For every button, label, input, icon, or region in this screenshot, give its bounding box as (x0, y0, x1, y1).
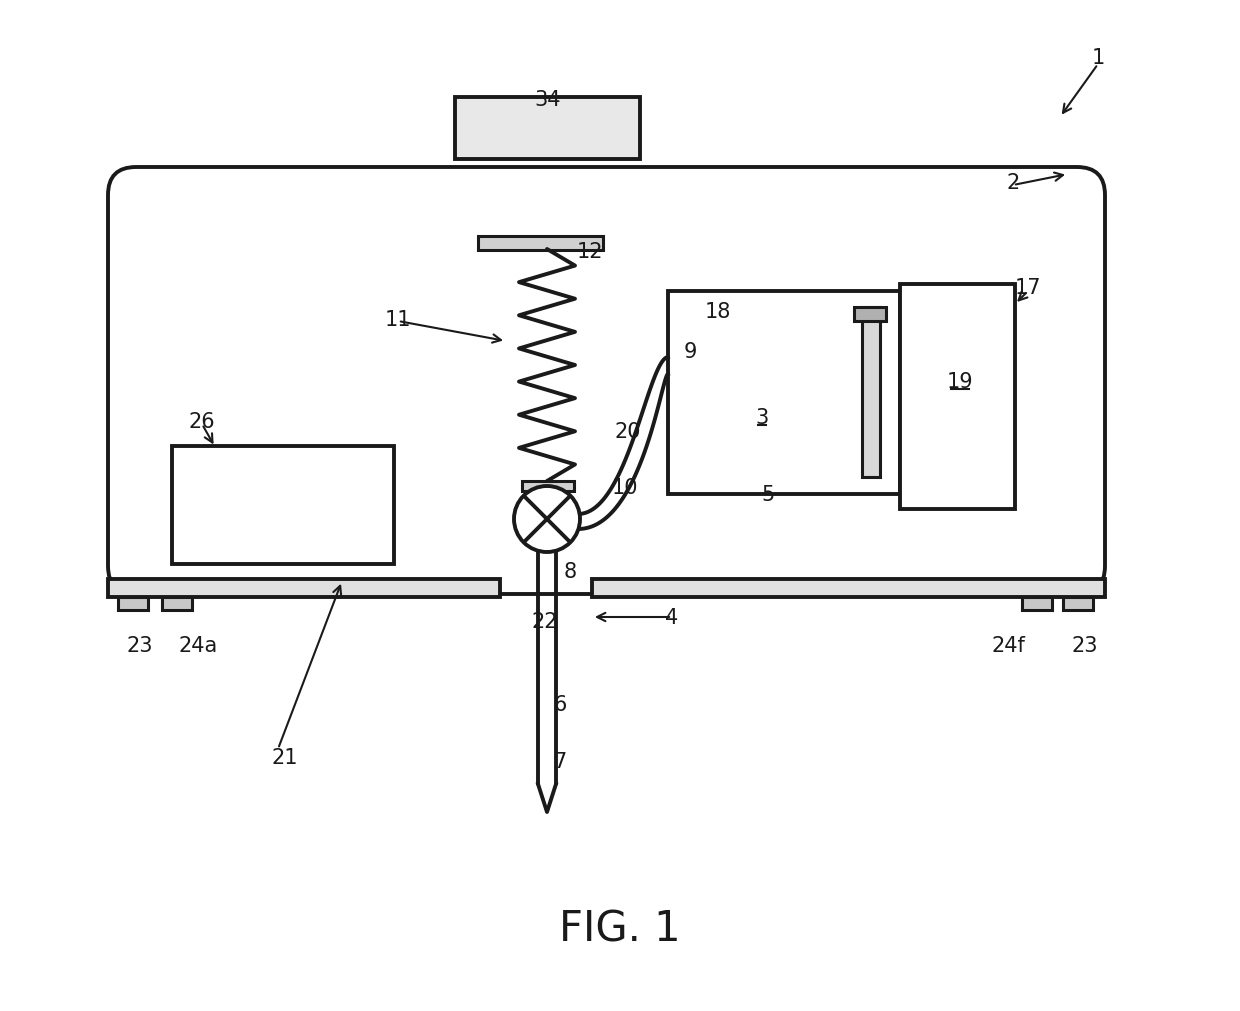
Bar (162, 598, 192, 611)
Text: FIG. 1: FIG. 1 (559, 908, 681, 950)
Bar (862, 307, 880, 477)
Circle shape (515, 486, 580, 552)
Text: 34: 34 (534, 90, 562, 110)
Bar (854, 307, 887, 321)
Text: 26: 26 (188, 411, 216, 432)
Text: 2: 2 (1007, 173, 1019, 193)
Text: 23: 23 (1071, 635, 1099, 655)
Bar (172, 447, 394, 564)
Text: 8: 8 (563, 561, 577, 581)
Text: 5: 5 (761, 484, 775, 504)
Text: 6: 6 (553, 695, 567, 715)
Text: 23: 23 (126, 635, 154, 655)
Text: 19: 19 (946, 372, 973, 391)
Bar (455, 98, 640, 160)
Text: 4: 4 (666, 608, 678, 628)
FancyBboxPatch shape (108, 168, 1105, 594)
Bar (108, 579, 500, 598)
Text: 18: 18 (704, 301, 732, 321)
Bar (900, 285, 1016, 510)
Text: 24a: 24a (179, 635, 218, 655)
Text: 3: 3 (755, 407, 769, 428)
Text: 10: 10 (611, 477, 639, 497)
Text: 17: 17 (1014, 278, 1042, 297)
Bar (1063, 598, 1092, 611)
Text: 11: 11 (384, 309, 412, 330)
Bar (522, 481, 574, 491)
Text: 7: 7 (553, 751, 567, 771)
Bar (118, 598, 148, 611)
Bar (1022, 598, 1052, 611)
Bar (477, 237, 603, 251)
Bar (591, 579, 1105, 598)
Text: 1: 1 (1091, 48, 1105, 68)
Text: 24f: 24f (991, 635, 1025, 655)
Text: 9: 9 (683, 342, 697, 362)
Text: 12: 12 (577, 242, 603, 262)
Text: 22: 22 (532, 612, 558, 632)
Text: 20: 20 (615, 422, 641, 442)
Bar (668, 292, 900, 494)
Text: 21: 21 (272, 747, 299, 767)
